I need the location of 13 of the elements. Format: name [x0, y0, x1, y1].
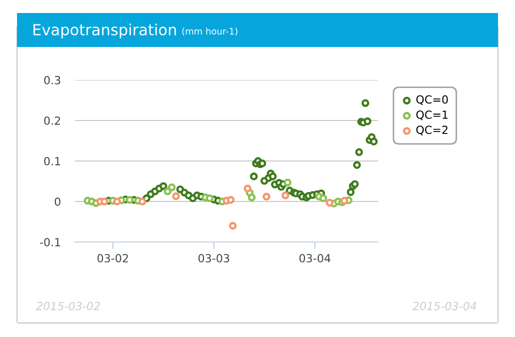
y-tick-label: 0.1 [44, 156, 60, 166]
x-tick-label: 03-02 [97, 254, 128, 262]
chart-title: Evapotranspiration [34, 24, 176, 38]
y-tick-label: 0.2 [44, 116, 60, 125]
y-tick-label: 0.3 [44, 76, 60, 84]
legend-label: QC=1 [416, 110, 448, 120]
y-tick-label: 0 [54, 197, 60, 206]
x-tick-label: 03-03 [198, 254, 230, 262]
x-tick-label: 03-04 [299, 254, 330, 262]
legend-label: QC=0 [416, 95, 448, 105]
y-tick-label: -0.1 [40, 238, 60, 246]
chart-subtitle: (mm hour-1) [182, 28, 238, 36]
legend-label: QC=2 [416, 126, 448, 136]
